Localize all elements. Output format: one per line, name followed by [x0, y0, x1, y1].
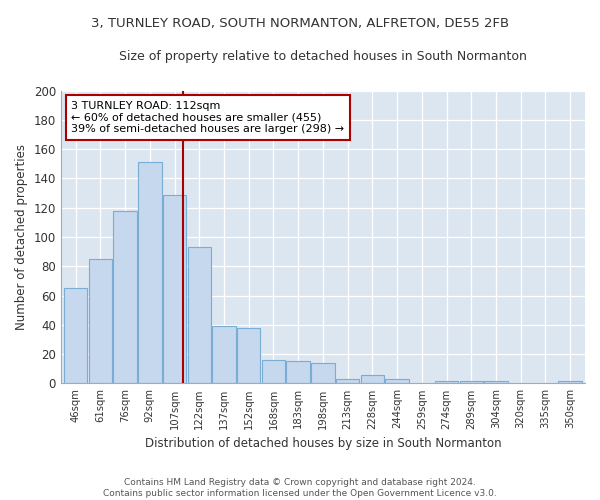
Bar [385, 379, 409, 384]
Bar [212, 326, 236, 384]
Y-axis label: Number of detached properties: Number of detached properties [15, 144, 28, 330]
Bar [188, 247, 211, 384]
Bar [237, 328, 260, 384]
Bar [89, 259, 112, 384]
Bar [460, 380, 483, 384]
Bar [262, 360, 285, 384]
Bar [484, 380, 508, 384]
Bar [361, 374, 384, 384]
X-axis label: Distribution of detached houses by size in South Normanton: Distribution of detached houses by size … [145, 437, 501, 450]
Text: 3, TURNLEY ROAD, SOUTH NORMANTON, ALFRETON, DE55 2FB: 3, TURNLEY ROAD, SOUTH NORMANTON, ALFRET… [91, 18, 509, 30]
Title: Size of property relative to detached houses in South Normanton: Size of property relative to detached ho… [119, 50, 527, 63]
Bar [435, 380, 458, 384]
Bar [113, 210, 137, 384]
Bar [163, 194, 186, 384]
Text: 3 TURNLEY ROAD: 112sqm
← 60% of detached houses are smaller (455)
39% of semi-de: 3 TURNLEY ROAD: 112sqm ← 60% of detached… [71, 101, 344, 134]
Bar [311, 363, 335, 384]
Bar [286, 362, 310, 384]
Text: Contains HM Land Registry data © Crown copyright and database right 2024.
Contai: Contains HM Land Registry data © Crown c… [103, 478, 497, 498]
Bar [336, 379, 359, 384]
Bar [138, 162, 161, 384]
Bar [559, 380, 582, 384]
Bar [64, 288, 88, 384]
